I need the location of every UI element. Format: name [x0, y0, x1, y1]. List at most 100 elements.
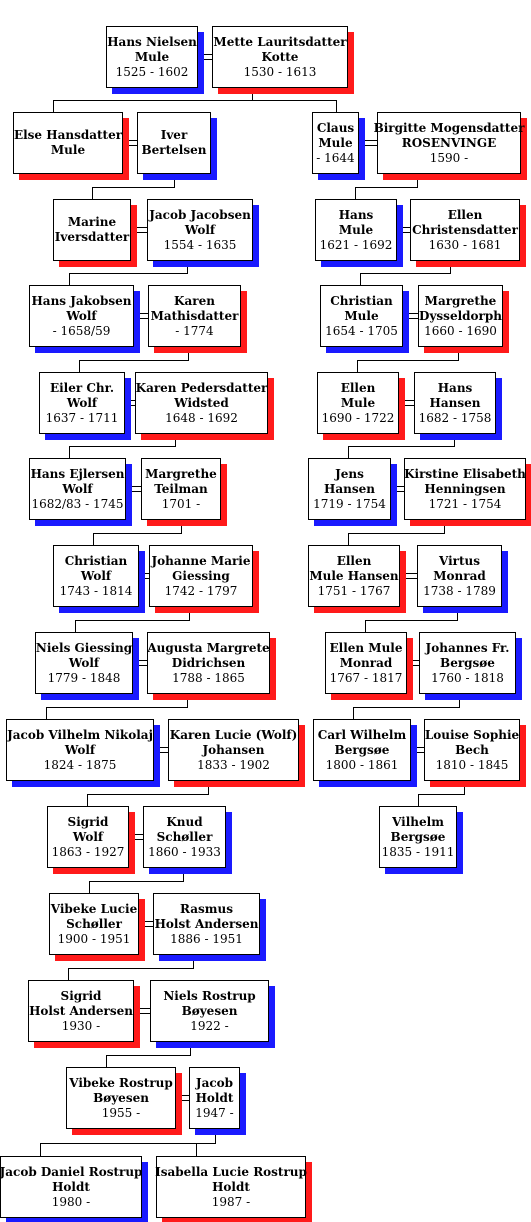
- person-box[interactable]: Augusta Margrete Didrichsen 1788 - 1865: [147, 632, 270, 694]
- person-dates: 1742 - 1797: [164, 583, 238, 598]
- person-surname: Widsted: [174, 395, 229, 410]
- person-dates: 1947 -: [195, 1105, 234, 1120]
- person-box[interactable]: Eiler Chr. Wolf 1637 - 1711: [39, 372, 125, 434]
- person-surname: Mule: [344, 308, 379, 323]
- descent-line: [93, 533, 94, 545]
- person-box[interactable]: Karen Mathisdatter - 1774: [148, 285, 241, 347]
- person-dates: 1530 - 1613: [243, 64, 317, 79]
- marriage-line: [139, 921, 153, 922]
- descent-line: [348, 533, 445, 534]
- person-box[interactable]: Kirstine Elisabeth Henningsen 1721 - 1754: [404, 458, 526, 520]
- person-box[interactable]: Hans Ejlersen Wolf 1682/83 - 1745: [29, 458, 126, 520]
- marriage-line: [407, 660, 419, 661]
- descent-line: [418, 794, 465, 795]
- person-box[interactable]: Else Hansdatter Mule: [13, 112, 123, 174]
- person-box[interactable]: Mette Lauritsdatter Kotte 1530 - 1613: [212, 26, 348, 88]
- descent-line: [193, 955, 194, 968]
- person-box[interactable]: Christian Mule 1654 - 1705: [320, 285, 403, 347]
- person-box[interactable]: Margrethe Dysseldorph 1660 - 1690: [418, 285, 503, 347]
- person-box[interactable]: Christian Wolf 1743 - 1814: [53, 545, 139, 607]
- person-box[interactable]: Vilhelm Bergsøe 1835 - 1911: [379, 806, 457, 868]
- person-given-name: Hans: [338, 207, 374, 222]
- person-box[interactable]: Jacob Jacobsen Wolf 1554 - 1635: [147, 199, 253, 261]
- descent-line: [174, 174, 175, 187]
- person-dates: 1760 - 1818: [431, 670, 504, 685]
- person-box[interactable]: Birgitte Mogensdatter ROSENVINGE 1590 -: [374, 112, 524, 174]
- person-box[interactable]: Karen Lucie (Wolf) Johansen 1833 - 1902: [168, 719, 299, 781]
- person-box[interactable]: Hans Hansen 1682 - 1758: [414, 372, 496, 434]
- descent-line: [53, 100, 54, 112]
- person-box[interactable]: Louise Sophie Bech 1810 - 1845: [424, 719, 520, 781]
- person-surname: Bech: [455, 742, 489, 757]
- person-box[interactable]: Ellen Mule 1690 - 1722: [317, 372, 399, 434]
- person-surname: Wolf: [68, 655, 100, 670]
- marriage-line: [133, 665, 147, 666]
- marriage-line: [133, 660, 147, 661]
- person-box[interactable]: Jacob Holdt 1947 -: [189, 1067, 240, 1129]
- person-given-name: Ellen Mule: [329, 640, 403, 655]
- person-box[interactable]: Rasmus Holst Andersen 1886 - 1951: [153, 893, 260, 955]
- person-box[interactable]: Johannes Fr. Bergsøe 1760 - 1818: [419, 632, 516, 694]
- person-given-name: Hans Jakobsen: [31, 293, 132, 308]
- person-box[interactable]: Ellen Christensdatter 1630 - 1681: [410, 199, 520, 261]
- person-box[interactable]: Marine Iversdatter: [53, 199, 131, 261]
- person-box[interactable]: Karen Pedersdatter Widsted 1648 - 1692: [135, 372, 268, 434]
- person-box[interactable]: Hans Jakobsen Wolf - 1658/59: [29, 285, 134, 347]
- person-given-name: Hans: [437, 380, 473, 395]
- person-given-name: Jacob Vilhelm Nikolaj: [7, 727, 153, 742]
- person-box[interactable]: Jens Hansen 1719 - 1754: [308, 458, 391, 520]
- person-box[interactable]: Virtus Monrad 1738 - 1789: [417, 545, 502, 607]
- descent-line: [79, 360, 189, 361]
- person-box[interactable]: Vibeke Lucie Schøller 1900 - 1951: [49, 893, 139, 955]
- person-surname: Wolf: [62, 481, 93, 496]
- person-given-name: Johannes Fr.: [425, 640, 510, 655]
- person-surname: ROSENVINGE: [401, 135, 497, 150]
- person-box[interactable]: Niels Giessing Wolf 1779 - 1848: [35, 632, 133, 694]
- person-surname: Christensdatter: [412, 222, 518, 237]
- person-surname: Holdt: [195, 1090, 234, 1105]
- person-dates: 1863 - 1927: [51, 844, 125, 859]
- person-box[interactable]: Isabella Lucie Rostrup Holdt 1987 -: [155, 1156, 307, 1218]
- marriage-line: [129, 834, 143, 835]
- person-box[interactable]: Johanne Marie Giessing 1742 - 1797: [149, 545, 253, 607]
- person-box[interactable]: Carl Wilhelm Bergsøe 1800 - 1861: [313, 719, 411, 781]
- person-box[interactable]: Hans Nielsen Mule 1525 - 1602: [106, 26, 198, 88]
- descent-line: [355, 187, 356, 199]
- person-box[interactable]: Jacob Vilhelm Nikolaj Wolf 1824 - 1875: [6, 719, 154, 781]
- descent-line: [348, 446, 455, 447]
- marriage-line: [198, 59, 212, 60]
- marriage-line: [139, 926, 153, 927]
- marriage-line: [397, 227, 410, 228]
- person-dates: - 1658/59: [52, 323, 111, 338]
- person-box[interactable]: Hans Mule 1621 - 1692: [315, 199, 397, 261]
- person-box[interactable]: Margrethe Teilman 1701 -: [141, 458, 221, 520]
- person-given-name: Iver: [160, 128, 188, 142]
- marriage-line: [129, 839, 143, 840]
- descent-line: [360, 273, 361, 285]
- person-box[interactable]: Ellen Mule Monrad 1767 - 1817: [325, 632, 407, 694]
- person-box[interactable]: Knud Schøller 1860 - 1933: [143, 806, 226, 868]
- descent-line: [464, 781, 465, 794]
- person-given-name: Sigrid: [67, 814, 109, 829]
- marriage-line: [407, 665, 419, 666]
- person-given-name: Claus: [316, 120, 355, 135]
- person-given-name: Ellen: [340, 380, 376, 395]
- person-surname: Wolf: [64, 742, 96, 757]
- descent-line: [190, 1042, 191, 1055]
- marriage-line: [126, 486, 141, 487]
- descent-line: [106, 1055, 107, 1067]
- marriage-line: [131, 227, 147, 228]
- person-box[interactable]: Jacob Daniel Rostrup Holdt 1980 -: [0, 1156, 142, 1218]
- person-surname: Holdt: [212, 1179, 250, 1194]
- person-dates: 1701 -: [161, 496, 201, 511]
- person-box[interactable]: Niels Rostrup Bøyesen 1922 -: [150, 980, 269, 1042]
- person-box[interactable]: Iver Bertelsen: [137, 112, 211, 174]
- person-box[interactable]: Sigrid Holst Andersen 1930 -: [28, 980, 134, 1042]
- descent-line: [183, 868, 184, 881]
- person-dates: 1922 -: [190, 1018, 229, 1033]
- person-box[interactable]: Vibeke Rostrup Bøyesen 1955 -: [66, 1067, 176, 1129]
- person-box[interactable]: Ellen Mule Hansen 1751 - 1767: [308, 545, 400, 607]
- person-dates: 1630 - 1681: [428, 237, 502, 252]
- person-box[interactable]: Claus Mule - 1644: [312, 112, 359, 174]
- person-box[interactable]: Sigrid Wolf 1863 - 1927: [47, 806, 129, 868]
